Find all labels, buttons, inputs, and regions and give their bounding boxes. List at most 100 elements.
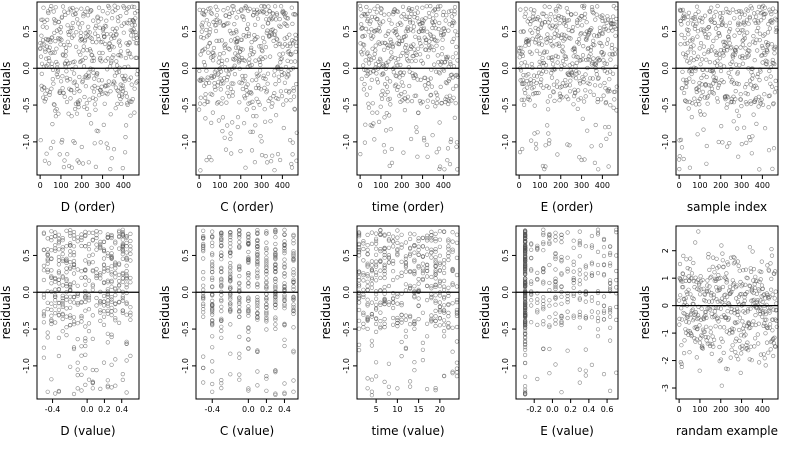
data-point [679, 343, 684, 348]
data-point [282, 298, 287, 304]
data-point [769, 253, 775, 258]
data-point [202, 102, 207, 107]
data-point [553, 53, 559, 59]
data-point [382, 12, 387, 17]
data-point [41, 5, 46, 10]
data-point [454, 232, 460, 237]
data-point [291, 294, 296, 299]
data-point [730, 343, 735, 348]
data-point [41, 42, 47, 47]
data-point [694, 337, 699, 342]
data-point [589, 245, 595, 250]
data-point [735, 27, 740, 32]
data-point [127, 98, 132, 103]
data-point [83, 338, 88, 344]
data-point [563, 23, 569, 29]
data-point [434, 13, 439, 18]
data-point [235, 115, 241, 120]
x-tick-label: 0 [517, 181, 522, 190]
data-point [574, 60, 579, 66]
data-point [517, 150, 523, 155]
data-point [40, 42, 45, 47]
data-point [760, 45, 765, 51]
data-point [716, 83, 722, 88]
data-point [114, 32, 119, 37]
data-point [522, 326, 528, 331]
data-point [54, 46, 59, 51]
data-point [714, 78, 719, 84]
data-point [740, 42, 745, 47]
data-point [710, 342, 715, 347]
data-point [365, 247, 370, 252]
data-point [707, 267, 712, 273]
data-point [520, 77, 525, 82]
data-point [282, 36, 287, 41]
data-point [739, 351, 744, 356]
data-point [705, 335, 711, 340]
data-point [59, 37, 64, 43]
data-point [209, 11, 214, 16]
data-point [273, 266, 278, 271]
data-point [723, 366, 729, 371]
data-point [374, 262, 379, 267]
data-point [49, 275, 54, 280]
x-tick-label: 100 [692, 405, 707, 414]
data-point [732, 320, 738, 325]
data-point [113, 383, 118, 388]
data-point [522, 360, 528, 366]
data-point [584, 37, 589, 43]
data-point [41, 292, 47, 297]
data-point [378, 22, 383, 27]
data-point [116, 279, 122, 284]
data-point [110, 81, 116, 87]
data-point [448, 61, 453, 67]
data-point [250, 78, 255, 83]
data-point [255, 275, 260, 280]
data-point [246, 337, 251, 342]
y-tick-label: -0.5 [661, 97, 670, 113]
data-point [405, 94, 411, 99]
data-point [592, 42, 597, 48]
data-point [401, 150, 406, 155]
data-point [234, 15, 239, 20]
data-point [733, 97, 738, 102]
data-point [120, 247, 125, 252]
x-tick-label: -0.4 [204, 405, 220, 414]
data-point [736, 357, 741, 362]
data-point [87, 112, 92, 117]
data-point [92, 31, 98, 36]
data-point [210, 266, 215, 271]
data-point [545, 99, 550, 104]
data-point [740, 55, 745, 61]
y-axis-title: residuals [478, 286, 492, 340]
data-point [213, 28, 219, 34]
data-point [579, 157, 584, 163]
data-point [105, 331, 110, 336]
data-point [766, 148, 772, 153]
data-point [537, 40, 542, 45]
y-tick-label: 0.0 [181, 62, 190, 75]
data-point [94, 271, 99, 276]
data-point [559, 254, 564, 260]
data-point [600, 44, 605, 49]
data-point [75, 360, 80, 365]
data-point [255, 349, 260, 355]
y-tick-label: 2 [661, 248, 670, 253]
data-point [358, 3, 363, 9]
data-point [219, 270, 224, 275]
data-point [106, 79, 111, 84]
data-point [251, 105, 256, 111]
data-point [748, 325, 753, 330]
data-point [255, 303, 260, 308]
data-point [571, 259, 576, 264]
data-point [678, 42, 683, 47]
data-point [113, 239, 118, 244]
data-point [269, 17, 274, 22]
data-point [105, 146, 111, 151]
data-point [209, 73, 214, 79]
data-point [64, 99, 70, 105]
data-point [541, 60, 547, 66]
data-point [219, 324, 224, 329]
data-point [728, 46, 733, 51]
data-point [412, 232, 417, 237]
